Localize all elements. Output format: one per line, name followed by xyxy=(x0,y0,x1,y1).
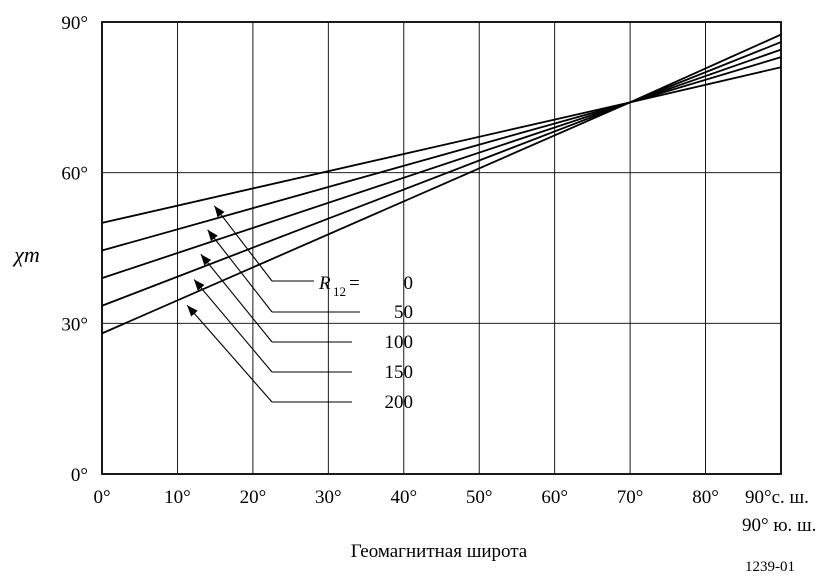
y-tick-labels: 0° 30° 60° 90° xyxy=(61,13,88,486)
x-tick-label: 60° xyxy=(541,487,568,508)
y-tick-label: 60° xyxy=(61,164,88,185)
legend-title-var: R xyxy=(318,273,331,294)
series-line-0 xyxy=(101,66,782,224)
grid xyxy=(102,22,781,474)
series-label-150: 150 xyxy=(385,362,414,383)
x-end-label-south: 90° ю. ш. xyxy=(742,515,816,536)
figure-id: 1239-01 xyxy=(745,559,795,575)
series-label-0: 0 xyxy=(404,273,414,294)
series-line-150 xyxy=(101,41,782,307)
legend-title: R 12 = xyxy=(318,273,360,299)
series-lines xyxy=(101,33,782,335)
leader-arrow-150 xyxy=(193,279,273,373)
x-tick-label: 10° xyxy=(164,487,191,508)
series-label-50: 50 xyxy=(394,302,413,323)
x-tick-label: 30° xyxy=(315,487,342,508)
leader-arrow-0 xyxy=(213,205,273,282)
legend-title-eq: = xyxy=(349,273,360,294)
x-tick-label: 70° xyxy=(617,487,644,508)
y-axis-label: χm xyxy=(12,242,40,267)
x-tick-label: 40° xyxy=(390,487,417,508)
legend-title-sub: 12 xyxy=(333,284,346,299)
y-tick-label: 30° xyxy=(61,314,88,335)
x-tick-label: 50° xyxy=(466,487,493,508)
series-line-100 xyxy=(101,48,782,279)
y-tick-label: 90° xyxy=(61,13,88,34)
x-tick-label: 20° xyxy=(240,487,267,508)
x-axis-label: Геомагнитная широта xyxy=(351,541,528,562)
leader-arrow-50 xyxy=(207,229,273,313)
series-line-200 xyxy=(101,33,782,335)
series-label-100: 100 xyxy=(385,332,414,353)
y-tick-label: 0° xyxy=(71,465,88,486)
series-annotations: 0 50 100 150 200 xyxy=(186,205,414,413)
x-tick-labels: 0° 10° 20° 30° 40° 50° 60° 70° 80° 90°с. ш. xyxy=(93,487,808,508)
leader-arrow-200 xyxy=(186,305,273,403)
x-tick-label: 0° xyxy=(93,487,110,508)
plot-frame xyxy=(101,21,782,475)
leader-arrow-100 xyxy=(200,253,273,343)
x-tick-label: 80° xyxy=(692,487,719,508)
x-tick-label: 90°с. ш. xyxy=(745,487,809,508)
series-label-200: 200 xyxy=(385,392,414,413)
